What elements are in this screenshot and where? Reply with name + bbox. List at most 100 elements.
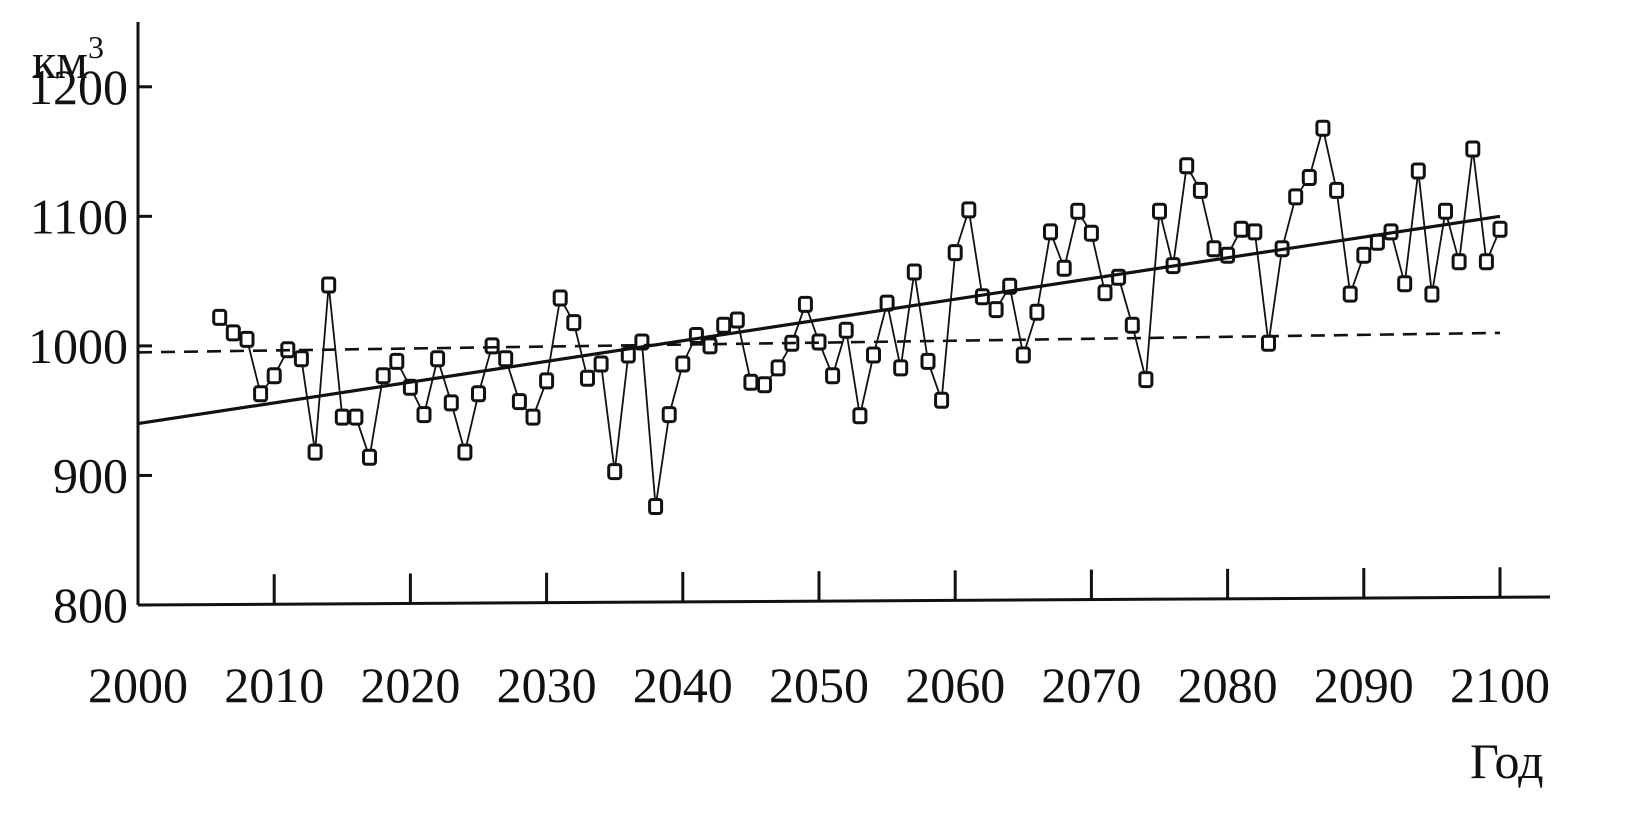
data-point xyxy=(770,359,786,377)
x-tick-label: 2000 xyxy=(88,657,188,713)
x-tick-label: 2020 xyxy=(360,657,460,713)
data-point xyxy=(1438,202,1453,220)
data-point xyxy=(293,350,309,368)
data-point xyxy=(1424,285,1440,303)
data-point xyxy=(1369,233,1385,251)
data-point xyxy=(1261,334,1276,352)
data-point xyxy=(1015,346,1031,364)
data-point xyxy=(1192,181,1208,199)
data-point xyxy=(866,346,881,364)
y-tick-label: 1100 xyxy=(30,188,128,244)
data-point xyxy=(212,308,228,326)
data-point xyxy=(1124,316,1140,334)
data-point xyxy=(1301,169,1317,186)
data-point xyxy=(443,394,459,412)
data-point xyxy=(362,448,377,466)
data-point xyxy=(1410,162,1426,180)
data-point xyxy=(566,314,582,332)
y-axis-label: км3 xyxy=(32,29,104,89)
data-point xyxy=(1083,224,1099,242)
x-axis-label: Год xyxy=(1470,733,1544,789)
y-axis-label-superscript: 3 xyxy=(88,29,104,65)
x-tick-label: 2090 xyxy=(1314,657,1414,713)
data-point xyxy=(1179,157,1195,175)
data-point xyxy=(511,393,527,411)
x-axis-line xyxy=(137,595,1551,607)
data-point xyxy=(539,372,555,390)
data-point xyxy=(457,443,473,461)
data-point xyxy=(471,385,486,403)
y-axis-label-main: км xyxy=(32,33,88,89)
data-point xyxy=(852,407,868,425)
data-point xyxy=(716,316,732,334)
data-point xyxy=(702,337,718,355)
x-tick-label: 2040 xyxy=(633,657,733,713)
data-point xyxy=(1356,246,1372,264)
data-point xyxy=(580,369,595,387)
data-point xyxy=(934,391,950,409)
data-point xyxy=(1056,259,1072,277)
data-point xyxy=(266,367,282,385)
data-point xyxy=(1029,303,1045,321)
data-point xyxy=(1451,253,1467,271)
data-point xyxy=(225,324,241,342)
data-point xyxy=(1329,181,1345,199)
data-point xyxy=(607,463,623,481)
data-point xyxy=(648,498,664,515)
data-point xyxy=(757,376,772,394)
data-point xyxy=(675,355,691,373)
data-point xyxy=(1233,220,1249,238)
x-ticks: 2000 2010 2020 2030 2040 2050 2060 2070 2080 2090… xyxy=(88,567,1550,713)
series-layer xyxy=(137,119,1508,515)
data-point xyxy=(525,408,541,426)
data-point xyxy=(825,367,841,385)
data-point xyxy=(498,350,514,368)
x-tick-label: 2080 xyxy=(1178,657,1278,713)
data-point xyxy=(893,359,909,377)
data-point xyxy=(1492,220,1508,238)
data-point xyxy=(348,408,364,426)
data-point xyxy=(743,373,759,391)
data-point xyxy=(1342,285,1358,303)
x-tick-label: 2060 xyxy=(905,657,1005,713)
data-point xyxy=(988,301,1004,319)
data-point xyxy=(729,311,745,329)
x-tick-label: 2070 xyxy=(1041,657,1141,713)
data-point xyxy=(1315,119,1331,137)
y-ticks: 800 900 1000 1100 1200 xyxy=(28,59,152,633)
data-point xyxy=(920,352,936,370)
data-point xyxy=(416,406,432,424)
dashed-reference-line xyxy=(137,331,1501,354)
data-point xyxy=(334,408,350,426)
data-point xyxy=(1397,275,1413,293)
data-point xyxy=(1247,223,1263,241)
x-tick-label: 2050 xyxy=(769,657,869,713)
data-point xyxy=(1097,284,1113,302)
y-tick-label: 800 xyxy=(53,577,128,633)
data-point xyxy=(1043,223,1058,241)
y-tick-label: 1000 xyxy=(28,318,128,374)
data-point xyxy=(1288,188,1304,206)
data-point xyxy=(961,201,977,219)
data-point xyxy=(1152,202,1167,220)
data-point xyxy=(1070,202,1086,220)
data-point xyxy=(797,295,813,313)
data-point xyxy=(307,443,323,461)
data-point xyxy=(1206,240,1222,258)
data-point xyxy=(1138,371,1154,389)
data-point xyxy=(1465,140,1481,158)
data-point xyxy=(484,337,500,355)
x-tick-label: 2010 xyxy=(224,657,324,713)
y-tick-label: 1200 xyxy=(28,59,128,115)
data-point xyxy=(593,355,609,373)
axes xyxy=(136,22,1551,607)
data-point xyxy=(239,330,255,348)
data-point xyxy=(906,263,922,281)
data-point xyxy=(430,350,446,368)
trend-line xyxy=(137,214,1501,426)
data-point xyxy=(1220,246,1236,264)
x-tick-label: 2100 xyxy=(1450,657,1550,713)
data-point xyxy=(552,289,568,307)
data-point xyxy=(1478,253,1494,271)
